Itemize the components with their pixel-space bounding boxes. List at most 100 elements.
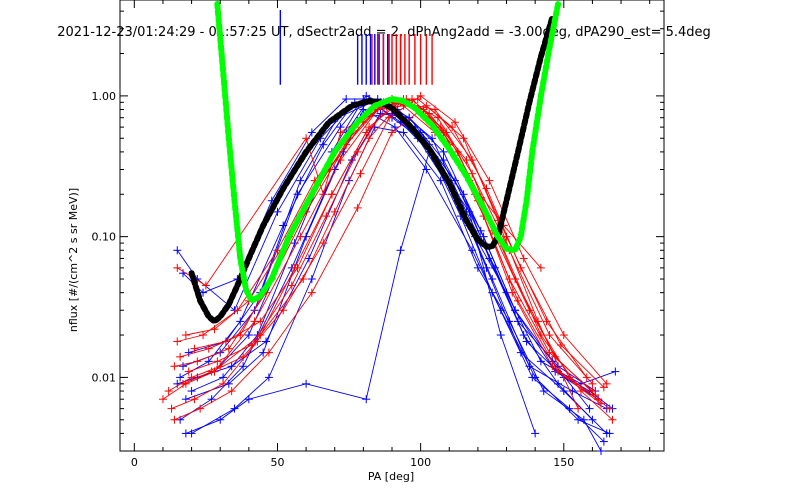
data-point-red xyxy=(330,207,339,216)
data-point-red xyxy=(227,387,236,396)
data-point-red xyxy=(307,288,316,297)
data-point-red xyxy=(430,105,439,114)
data-point-blue xyxy=(302,379,311,388)
series-line-blue xyxy=(197,113,613,409)
data-point-blue xyxy=(230,404,239,413)
series-line-red xyxy=(174,105,579,421)
data-point-blue xyxy=(262,337,271,346)
data-point-red xyxy=(459,134,468,143)
data-point-blue xyxy=(585,404,594,413)
data-point-blue xyxy=(184,348,193,357)
data-point-red xyxy=(559,331,568,340)
data-point-blue xyxy=(602,429,611,438)
data-point-blue xyxy=(307,128,316,137)
data-point-red xyxy=(164,387,173,396)
y-tick-label: 1.00 xyxy=(92,90,117,103)
data-point-red xyxy=(545,331,554,340)
data-point-red xyxy=(193,357,202,366)
data-point-blue xyxy=(496,331,505,340)
data-point-blue xyxy=(519,331,528,340)
axes: 0 50 100 150 0.01 0.10 1.00 xyxy=(92,0,664,469)
data-point-blue xyxy=(539,387,548,396)
data-point-blue xyxy=(264,373,273,382)
data-point-red xyxy=(519,254,528,263)
data-point-blue xyxy=(450,176,459,185)
data-point-red xyxy=(253,337,262,346)
data-point-blue xyxy=(342,95,351,104)
data-point-red xyxy=(167,404,176,413)
data-point-red xyxy=(542,317,551,326)
data-point-red xyxy=(448,123,457,132)
data-point-blue xyxy=(319,140,328,149)
data-point-red xyxy=(279,306,288,315)
data-point-red xyxy=(287,281,296,290)
data-point-blue xyxy=(181,395,190,404)
data-point-blue xyxy=(399,128,408,137)
data-point-blue xyxy=(488,288,497,297)
x-tick-label: 150 xyxy=(553,456,574,469)
data-series xyxy=(158,0,620,455)
data-point-red xyxy=(190,344,199,353)
data-point-red xyxy=(576,387,585,396)
data-point-red xyxy=(536,331,545,340)
series-line-red xyxy=(188,98,605,388)
data-point-blue xyxy=(239,362,248,371)
data-point-blue xyxy=(565,404,574,413)
series-line-blue xyxy=(191,98,605,442)
data-point-red xyxy=(319,190,328,199)
data-point-red xyxy=(210,325,219,334)
data-point-blue xyxy=(273,207,282,216)
data-point-red xyxy=(605,404,614,413)
data-point-blue xyxy=(236,317,245,326)
data-point-red xyxy=(485,176,494,185)
x-tick-label: 50 xyxy=(270,456,284,469)
data-point-blue xyxy=(176,373,185,382)
data-point-blue xyxy=(307,275,316,284)
data-point-blue xyxy=(279,221,288,230)
data-point-red xyxy=(413,95,422,104)
data-point-blue xyxy=(359,105,368,114)
data-point-red xyxy=(204,344,213,353)
data-point-red xyxy=(599,383,608,392)
data-point-blue xyxy=(439,147,448,156)
data-point-red xyxy=(184,367,193,376)
data-point-red xyxy=(356,169,365,178)
data-point-red xyxy=(468,169,477,178)
data-point-red xyxy=(196,404,205,413)
data-point-blue xyxy=(362,395,371,404)
data-point-red xyxy=(608,415,617,424)
data-point-blue xyxy=(599,437,608,446)
data-point-blue xyxy=(227,362,236,371)
data-point-blue xyxy=(611,367,620,376)
data-point-blue xyxy=(513,317,522,326)
data-point-blue xyxy=(181,429,190,438)
x-tick-label: 100 xyxy=(410,456,431,469)
data-point-red xyxy=(190,395,199,404)
data-point-red xyxy=(173,337,182,346)
series-line-blue xyxy=(185,150,536,434)
data-point-red xyxy=(513,296,522,305)
data-point-blue xyxy=(178,362,187,371)
data-point-red xyxy=(290,263,299,272)
data-point-red xyxy=(327,190,336,199)
data-point-red xyxy=(256,317,265,326)
y-tick-label: 0.01 xyxy=(92,371,117,384)
x-tick-label: 0 xyxy=(131,456,138,469)
data-point-blue xyxy=(528,373,537,382)
data-point-blue xyxy=(304,254,313,263)
data-point-red xyxy=(199,331,208,340)
data-point-red xyxy=(264,348,273,357)
data-point-red xyxy=(221,337,230,346)
x-axis-label: PA [deg] xyxy=(368,470,414,483)
data-point-red xyxy=(336,128,345,137)
data-point-red xyxy=(433,113,442,122)
data-point-red xyxy=(176,352,185,361)
data-point-blue xyxy=(244,331,253,340)
data-point-red xyxy=(213,357,222,366)
data-point-blue xyxy=(559,387,568,396)
data-point-red xyxy=(588,379,597,388)
data-point-red xyxy=(201,281,210,290)
data-point-blue xyxy=(473,263,482,272)
data-point-blue xyxy=(244,395,253,404)
